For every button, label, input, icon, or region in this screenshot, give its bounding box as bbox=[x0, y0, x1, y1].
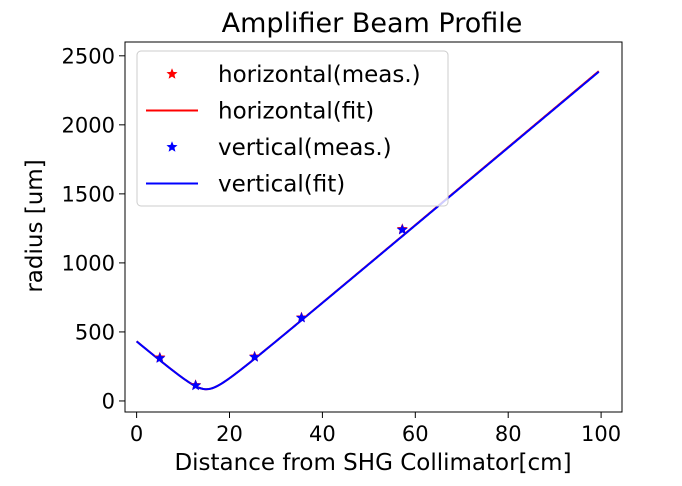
y-axis: 0 500 1000 1500 2000 2500 bbox=[62, 44, 125, 413]
y-tick-label: 2500 bbox=[62, 44, 115, 68]
x-tick-label: 40 bbox=[309, 422, 336, 446]
plot-frame bbox=[124, 41, 623, 413]
y-tick-label: 2000 bbox=[62, 113, 115, 137]
legend-label: vertical(fit) bbox=[218, 172, 345, 198]
data-point-vertical-meas- bbox=[249, 351, 261, 362]
y-tick-label: 1000 bbox=[62, 251, 115, 275]
legend-label: vertical(meas.) bbox=[218, 135, 392, 161]
data-point-vertical-meas- bbox=[396, 223, 408, 235]
x-axis-label: Distance from SHG Collimator[cm] bbox=[174, 450, 571, 476]
legend: horizontal(meas.) horizontal(fit) vertical… bbox=[136, 50, 449, 207]
plot-area bbox=[124, 41, 623, 413]
x-tick-label: 80 bbox=[495, 422, 522, 446]
data-point-vertical-meas- bbox=[295, 312, 308, 323]
x-tick-label: 20 bbox=[216, 422, 243, 446]
legend-label: horizontal(meas.) bbox=[218, 62, 421, 88]
x-tick-label: 0 bbox=[130, 422, 143, 446]
legend-marker-star bbox=[166, 68, 178, 79]
x-axis: 0 20 40 60 80 100 bbox=[130, 412, 621, 446]
x-tick-label: 60 bbox=[402, 422, 429, 446]
chart-title: Amplifier Beam Profile bbox=[222, 8, 523, 39]
x-tick-label: 100 bbox=[581, 422, 621, 446]
series-line-vertical-fit- bbox=[135, 70, 600, 391]
data-point-vertical-meas- bbox=[190, 379, 202, 391]
y-tick-label: 0 bbox=[102, 389, 115, 413]
y-tick-label: 1500 bbox=[62, 182, 115, 206]
y-tick-label: 500 bbox=[75, 320, 115, 344]
y-axis-label: radius [um] bbox=[22, 159, 48, 292]
data-point-vertical-meas- bbox=[154, 352, 166, 363]
legend-label: horizontal(fit) bbox=[218, 99, 374, 125]
legend-marker-star bbox=[166, 141, 178, 152]
legend-box bbox=[136, 50, 449, 207]
